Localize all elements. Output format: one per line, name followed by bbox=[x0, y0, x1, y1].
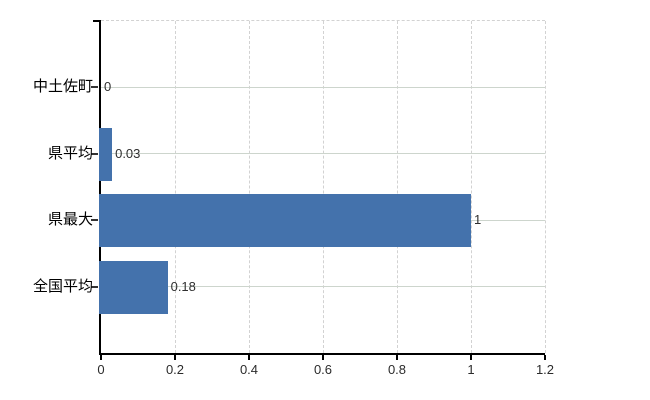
x-axis-tick bbox=[248, 355, 250, 360]
x-tick-label: 0.8 bbox=[387, 362, 407, 377]
plot-right-border bbox=[545, 21, 546, 353]
horizontal-gridline bbox=[101, 286, 545, 288]
value-label: 0.18 bbox=[170, 278, 196, 294]
x-tick-label: 1 bbox=[467, 362, 475, 377]
y-axis-line bbox=[99, 21, 101, 355]
category-label: 県平均 bbox=[47, 144, 93, 162]
y-axis-tick bbox=[91, 219, 98, 222]
x-axis-tick bbox=[396, 355, 398, 360]
plot-area: 0 0.03 1 0.18 bbox=[99, 21, 545, 353]
x-axis-tick bbox=[100, 355, 102, 360]
value-label: 0 bbox=[104, 79, 112, 95]
x-tick-label: 1.2 bbox=[535, 362, 555, 377]
bar bbox=[99, 127, 113, 181]
vertical-gridline bbox=[396, 21, 398, 353]
category-label: 全国平均 bbox=[32, 277, 93, 295]
value-label: 0.03 bbox=[115, 145, 141, 161]
y-axis-tick bbox=[91, 86, 98, 89]
vertical-gridline bbox=[322, 21, 324, 353]
x-tick-label: 0.6 bbox=[313, 362, 333, 377]
horizontal-gridline bbox=[101, 153, 545, 155]
vertical-gridline bbox=[248, 21, 250, 353]
x-tick-label: 0.2 bbox=[165, 362, 185, 377]
vertical-gridline bbox=[174, 21, 176, 353]
x-axis-tick bbox=[544, 355, 546, 360]
x-tick-label: 0 bbox=[97, 362, 105, 377]
value-label: 1 bbox=[474, 212, 482, 228]
bar bbox=[99, 260, 168, 314]
horizontal-gridline bbox=[101, 86, 545, 88]
x-axis-tick bbox=[322, 355, 324, 360]
category-label: 県最大 bbox=[47, 211, 93, 229]
y-axis-tick bbox=[91, 152, 98, 155]
vertical-gridline bbox=[470, 21, 472, 353]
plot-top-border bbox=[101, 20, 545, 21]
category-label: 中土佐町 bbox=[32, 78, 93, 96]
bar bbox=[99, 194, 471, 248]
x-axis-line bbox=[99, 353, 545, 355]
x-axis-tick bbox=[174, 355, 176, 360]
x-axis-tick bbox=[470, 355, 472, 360]
x-tick-label: 0.4 bbox=[239, 362, 259, 377]
y-axis-tick bbox=[91, 285, 98, 288]
y-axis-top-tick bbox=[93, 20, 101, 22]
